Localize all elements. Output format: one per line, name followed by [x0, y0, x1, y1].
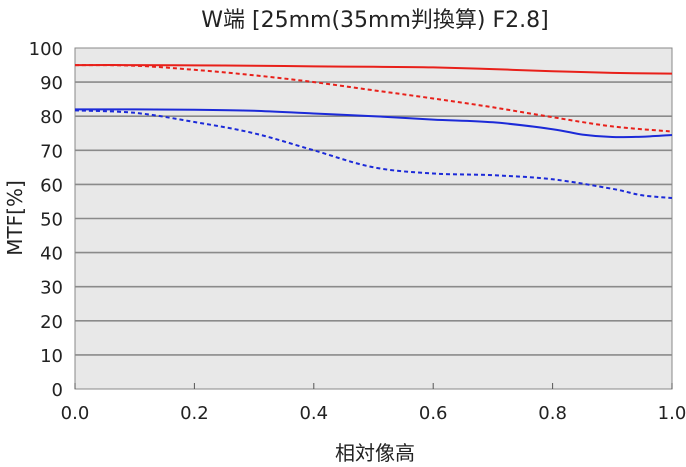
series-line-3 [74, 109, 673, 199]
y-tick-labels: 0 10 20 30 40 50 60 70 80 90 100 [29, 39, 63, 401]
y-tick-label: 10 [40, 346, 63, 367]
y-tick-label: 100 [29, 39, 63, 60]
x-tick-label: 0.0 [61, 403, 90, 424]
y-tick-label: 70 [40, 141, 63, 162]
series-lines [74, 64, 673, 199]
series-line-1 [74, 64, 673, 133]
grid-lines [74, 81, 673, 389]
y-tick-label: 20 [40, 312, 63, 333]
x-axis-label: 相対像高 [335, 441, 415, 465]
chart-title: W端 [25mm(35mm判換算) F2.8] [201, 8, 548, 33]
y-tick-label: 60 [40, 175, 63, 196]
x-tick-label: 1.0 [658, 403, 686, 424]
x-tick-label: 0.6 [419, 403, 448, 424]
y-tick-label: 50 [40, 210, 63, 231]
x-tick-label: 0.8 [538, 403, 567, 424]
y-tick-label: 90 [40, 73, 63, 94]
series-line-0 [74, 64, 673, 75]
x-tick-label: 0.4 [299, 403, 328, 424]
y-axis-label: MTF[%] [3, 180, 27, 256]
y-tick-label: 30 [40, 278, 63, 299]
y-tick-label: 40 [40, 244, 63, 265]
y-tick-label: 80 [40, 107, 63, 128]
series-line-2 [74, 108, 673, 139]
x-tick-labels: 0.0 0.2 0.4 0.6 0.8 1.0 [61, 403, 686, 424]
y-tick-label: 0 [52, 380, 63, 401]
x-tick-label: 0.2 [180, 403, 209, 424]
